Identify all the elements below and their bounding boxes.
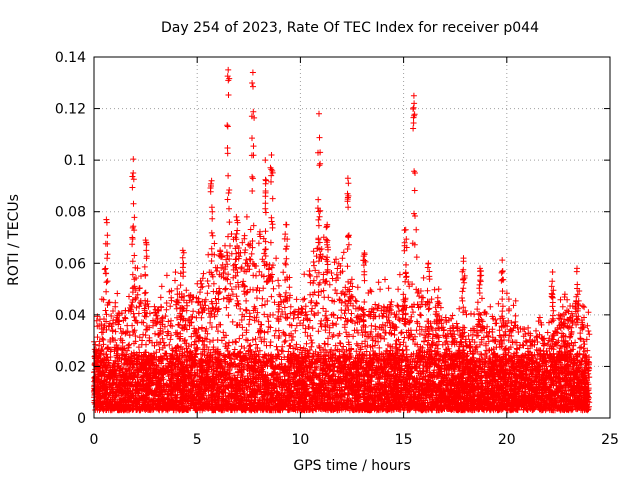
y-tick-label: 0.06 (55, 256, 86, 272)
y-tick-label: 0.04 (55, 308, 86, 324)
data-points (91, 66, 593, 414)
y-tick-label: 0 (77, 411, 86, 427)
x-tick-label: 20 (498, 432, 516, 448)
y-tick-label: 0.02 (55, 359, 86, 375)
y-tick-label: 0.14 (55, 50, 86, 66)
x-tick-label: 15 (395, 432, 413, 448)
axis-ticks: 0 0.02 0.04 0.06 0.08 0.1 0.12 0.14 0 5 10 15 20 25 (55, 50, 619, 448)
x-tick-label: 0 (90, 432, 99, 448)
x-tick-label: 5 (193, 432, 202, 448)
chart-title: Day 254 of 2023, Rate Of TEC Index for r… (161, 20, 539, 36)
y-axis-label: ROTI / TECUs (6, 194, 22, 286)
y-tick-label: 0.1 (64, 153, 86, 169)
x-tick-label: 10 (291, 432, 309, 448)
x-axis-label: GPS time / hours (293, 458, 410, 474)
y-tick-label: 0.08 (55, 205, 86, 221)
scatter-points (91, 66, 593, 414)
plot-frame (93, 56, 611, 419)
x-tick-label: 25 (601, 432, 619, 448)
y-tick-label: 0.12 (55, 102, 86, 118)
